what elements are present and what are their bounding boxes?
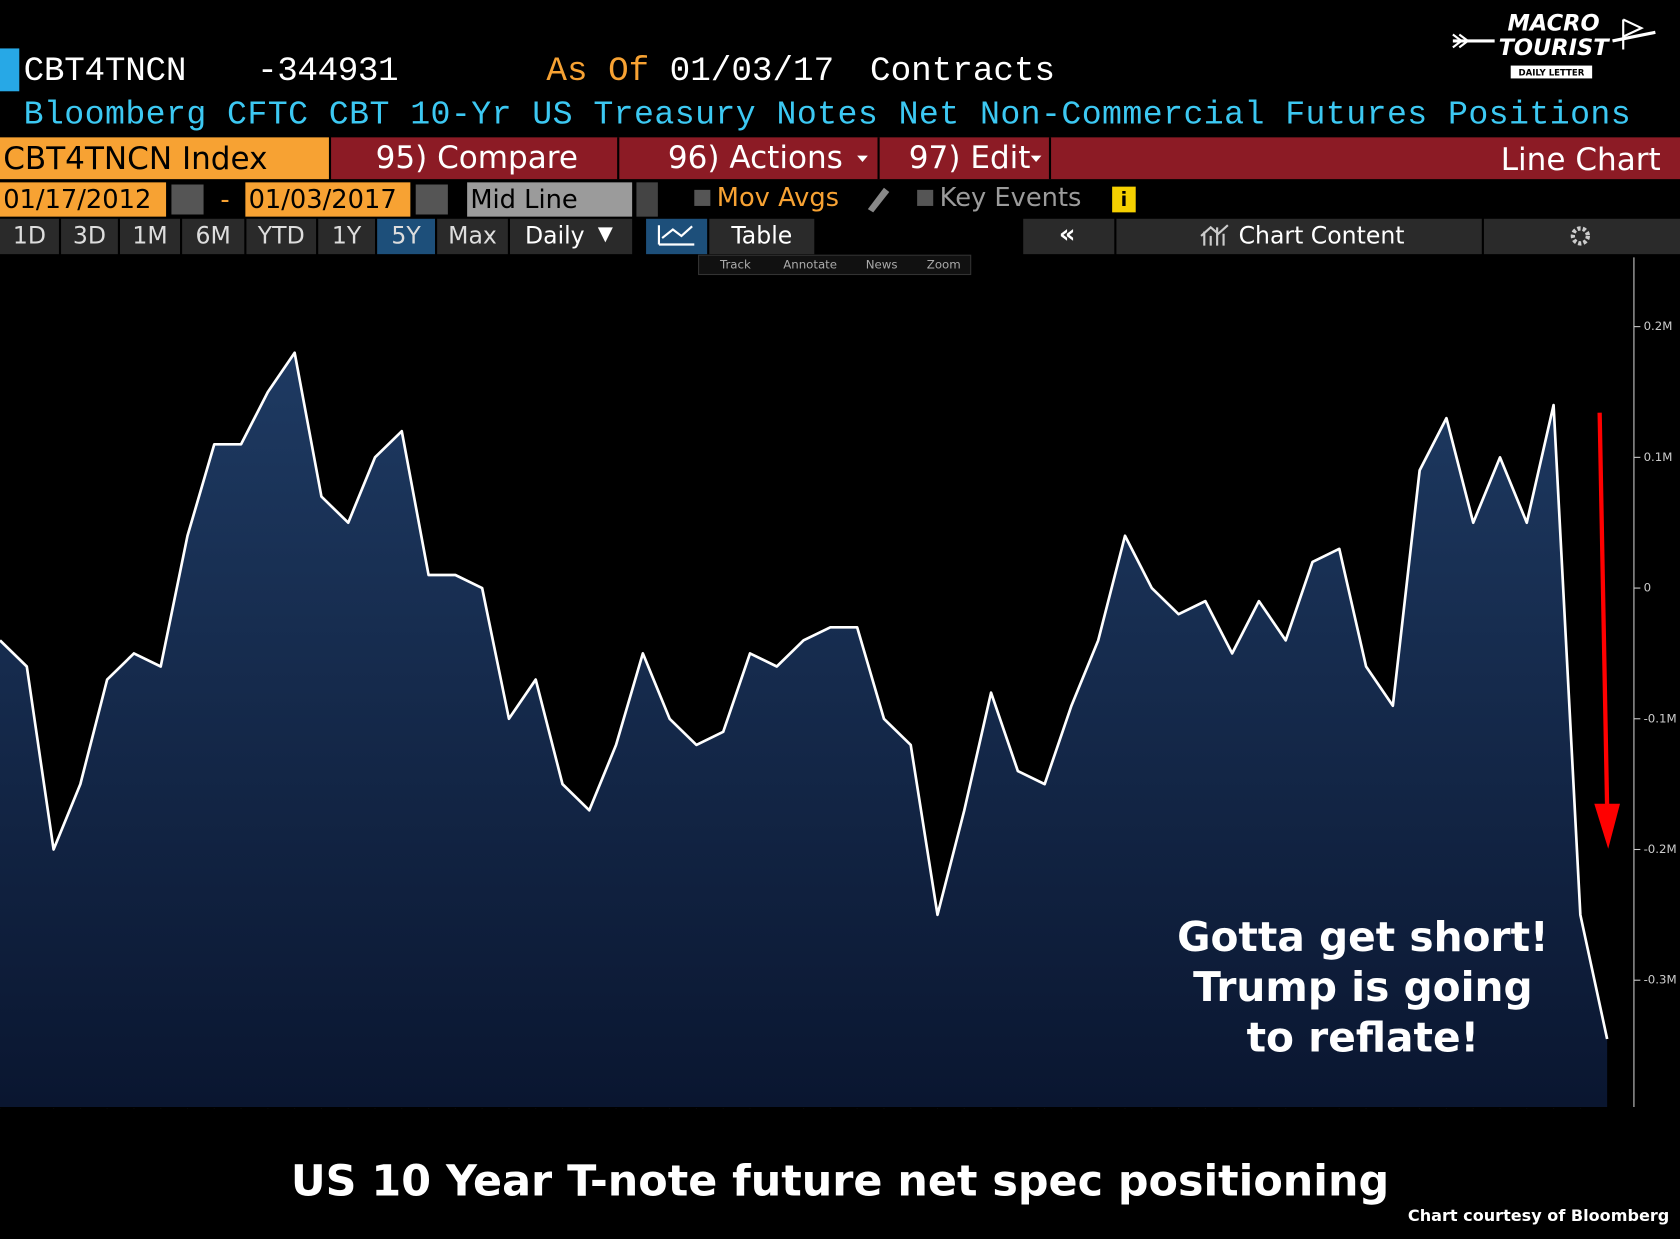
y-tick-label: -0.1M bbox=[1644, 711, 1677, 725]
security: CBT4TNCN Index bbox=[3, 141, 267, 177]
action-bar bbox=[331, 137, 1680, 180]
period-button[interactable] bbox=[437, 218, 508, 255]
end-date-box[interactable] bbox=[245, 182, 411, 217]
logo: MACRO TOURIST DAILY LETTER bbox=[1452, 10, 1656, 79]
checkbox[interactable] bbox=[694, 189, 711, 206]
collapse-icon: « bbox=[1059, 219, 1076, 249]
caption: US 10 Year T-note future net spec positi… bbox=[291, 1157, 1389, 1207]
period-label: 3D bbox=[73, 221, 106, 249]
dropdown-arrow bbox=[1030, 155, 1042, 162]
dropdown-arrow bbox=[857, 155, 868, 162]
annotation-arrow bbox=[1597, 412, 1610, 810]
calendar-icon[interactable] bbox=[171, 184, 204, 215]
period-label: 6M bbox=[196, 221, 231, 249]
pencil-icon[interactable] bbox=[867, 187, 890, 213]
frequency-button[interactable] bbox=[510, 218, 633, 255]
collapse-button[interactable] bbox=[1023, 218, 1115, 255]
y-tick-label: 0.1M bbox=[1644, 450, 1673, 464]
period-label: 1Y bbox=[332, 221, 362, 249]
as-of-date: 01/03/17 bbox=[670, 52, 835, 91]
y-tick-label: -0.3M bbox=[1644, 973, 1677, 987]
table: Table bbox=[730, 221, 792, 249]
period-button[interactable] bbox=[120, 218, 180, 255]
area bbox=[0, 352, 1608, 1107]
units: Contracts bbox=[870, 52, 1055, 91]
period-button[interactable] bbox=[246, 218, 317, 255]
credit: Chart courtesy of Bloomberg bbox=[1408, 1206, 1669, 1225]
security-box[interactable] bbox=[0, 137, 329, 180]
annotation: Trump is going bbox=[1193, 963, 1533, 1011]
period-button[interactable] bbox=[182, 218, 245, 255]
actions-button[interactable]: 96) Actions bbox=[668, 140, 843, 176]
calendar-icon[interactable] bbox=[415, 184, 448, 215]
frequency: Daily bbox=[525, 221, 585, 249]
chart-icon bbox=[657, 225, 695, 246]
end-date: 01/03/2017 bbox=[249, 185, 397, 215]
tool[interactable]: Annotate bbox=[783, 257, 837, 271]
tool[interactable]: News bbox=[866, 257, 898, 271]
chart-content-icon bbox=[1200, 224, 1229, 246]
tool[interactable]: Zoom bbox=[927, 257, 961, 271]
y-tick-label: 0.2M bbox=[1644, 319, 1673, 333]
table-button[interactable] bbox=[709, 218, 815, 255]
annotation-arrowhead bbox=[1594, 803, 1620, 849]
period-button[interactable] bbox=[0, 218, 59, 255]
period-label: 1D bbox=[13, 221, 46, 249]
period-label: YTD bbox=[257, 221, 305, 249]
line bbox=[0, 351, 1609, 1040]
settings-button[interactable] bbox=[1483, 218, 1680, 255]
logo-text: MACRO bbox=[1508, 10, 1600, 36]
period-label: 5Y bbox=[391, 221, 421, 249]
description: Bloomberg CFTC CBT 10-Yr US Treasury Not… bbox=[24, 96, 1631, 134]
mode: Mid Line bbox=[470, 185, 577, 215]
period-label: 1M bbox=[132, 221, 167, 249]
mode-box[interactable] bbox=[467, 182, 633, 217]
compare-button[interactable]: 95) Compare bbox=[376, 140, 578, 176]
chart-content: Chart Content bbox=[1239, 221, 1405, 249]
start-date-box[interactable] bbox=[0, 182, 167, 217]
chart-content-button[interactable] bbox=[1116, 218, 1482, 255]
info-icon[interactable] bbox=[1112, 186, 1136, 213]
as-of-label: As Of bbox=[546, 52, 649, 91]
gear-icon bbox=[1570, 226, 1590, 246]
x-axis-area bbox=[0, 1108, 1634, 1147]
date-separator: - bbox=[220, 185, 229, 215]
header-marker bbox=[0, 48, 20, 92]
logo-text: DAILY LETTER bbox=[1518, 69, 1584, 79]
tool[interactable]: Track bbox=[719, 257, 751, 271]
edit-button[interactable]: 97) Edit bbox=[909, 140, 1031, 176]
tools-strip bbox=[698, 254, 972, 276]
period-button[interactable] bbox=[377, 218, 435, 255]
info-icon: i bbox=[1121, 188, 1128, 211]
logo-text: TOURIST bbox=[1499, 35, 1611, 61]
last-value: -344931 bbox=[257, 52, 398, 91]
ticker: CBT4TNCN bbox=[24, 52, 187, 91]
y-tick-label: 0 bbox=[1644, 581, 1652, 595]
chart-type[interactable]: Line Chart bbox=[1501, 142, 1661, 178]
period-label: Max bbox=[448, 221, 497, 249]
line-chart-button[interactable] bbox=[646, 218, 708, 255]
dropdown-arrow bbox=[597, 227, 613, 243]
period-button[interactable] bbox=[61, 218, 118, 255]
annotation: to reflate! bbox=[1247, 1014, 1480, 1062]
mov-avgs: Mov Avgs bbox=[717, 183, 839, 213]
start-date: 01/17/2012 bbox=[3, 185, 151, 215]
period-button[interactable] bbox=[318, 218, 375, 255]
annotation: Gotta get short! bbox=[1177, 913, 1549, 961]
checkbox[interactable] bbox=[917, 189, 934, 206]
y-tick-label: -0.2M bbox=[1644, 842, 1677, 856]
key-events: Key Events bbox=[940, 183, 1082, 213]
mode-dropdown[interactable] bbox=[636, 182, 658, 217]
